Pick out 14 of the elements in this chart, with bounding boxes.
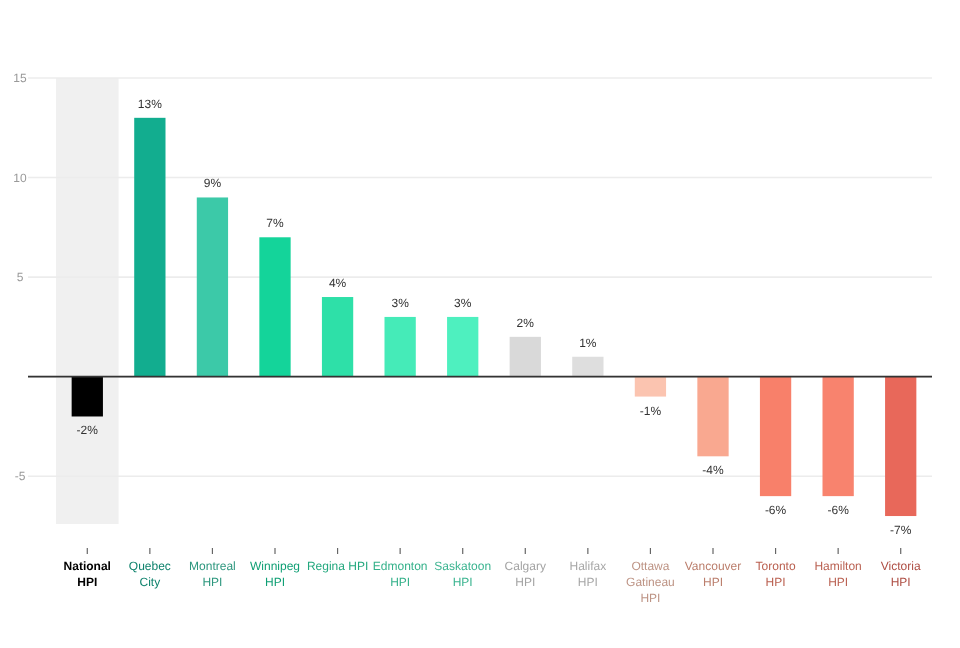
bar	[509, 336, 541, 377]
bar	[572, 356, 604, 377]
bar	[447, 316, 479, 377]
bar	[259, 237, 291, 377]
bar	[71, 376, 103, 417]
bar	[384, 316, 416, 377]
bar	[759, 376, 792, 497]
bar	[634, 376, 667, 397]
bar	[321, 297, 354, 377]
bar	[196, 197, 229, 377]
bar	[697, 376, 729, 457]
bar	[885, 376, 917, 517]
bar	[134, 117, 166, 377]
bar	[822, 376, 854, 497]
